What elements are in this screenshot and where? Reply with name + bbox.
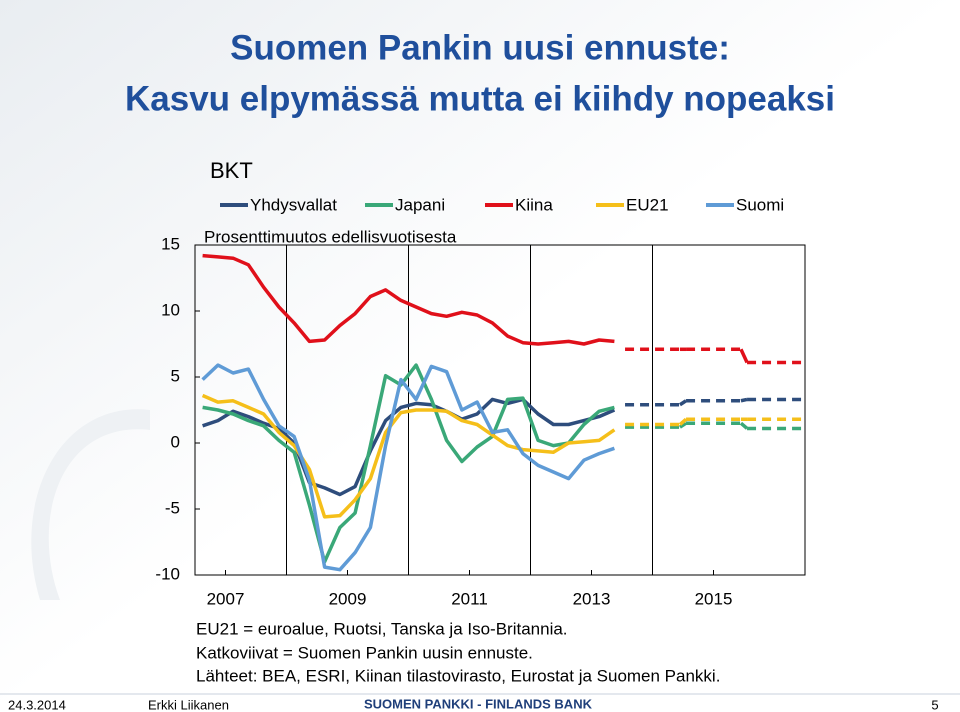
y-tick-label: -5 xyxy=(165,498,180,517)
y-tick-label: 15 xyxy=(161,234,180,253)
footer-organization: SUOMEN PANKKI - FINLANDS BANK xyxy=(364,696,593,711)
slide-title: Suomen Pankin uusi ennuste: xyxy=(230,28,730,67)
y-tick-label: 5 xyxy=(171,366,180,385)
y-tick-label: -10 xyxy=(155,564,180,583)
legend-label: Yhdysvallat xyxy=(250,195,337,214)
legend-label: EU21 xyxy=(626,195,669,214)
series-line xyxy=(201,393,616,519)
x-tick-label: 2015 xyxy=(695,589,733,608)
plot: -10 -5 0 5 10 15 2007 2009 2011 2013 2015 Yhdysvall… xyxy=(155,195,802,608)
legend-label: Japani xyxy=(395,195,445,214)
forecast-connector xyxy=(678,399,688,407)
slide-title: Kasvu elpymässä mutta ei kiihdy nopeaksi xyxy=(125,79,835,118)
footer-author: Erkki Liikanen xyxy=(148,697,229,712)
note: EU21 = euroalue, Ruotsi, Tanska ja Iso-B… xyxy=(196,619,568,638)
forecast-connector xyxy=(678,417,688,426)
legend-label: Kiina xyxy=(515,195,553,214)
x-tick-label: 2009 xyxy=(329,589,367,608)
forecast-connector xyxy=(739,421,749,430)
footer-date: 24.3.2014 xyxy=(8,697,66,712)
x-tick-label: 2007 xyxy=(207,589,245,608)
forecast-connector xyxy=(740,397,748,403)
note: Katkoviivat = Suomen Pankin uusin ennust… xyxy=(196,643,533,662)
series-line xyxy=(202,363,615,564)
axis-unit: Prosenttimuutos edellisvuotisesta xyxy=(204,227,457,246)
series-line xyxy=(202,253,615,346)
euro-watermark xyxy=(31,409,150,600)
y-tick-label: 0 xyxy=(171,432,180,451)
forecast-connector xyxy=(739,348,749,364)
legend-label: Suomi xyxy=(736,195,784,214)
plot-frame xyxy=(194,244,806,576)
note: Lähteet: BEA, ESRI, Kiinan tilastovirast… xyxy=(196,666,720,685)
series-line xyxy=(201,363,615,572)
x-tick-label: 2011 xyxy=(451,589,488,608)
y-tick-label: 10 xyxy=(161,300,180,319)
forecast-connector xyxy=(678,421,688,429)
chart-title: BKT xyxy=(210,158,253,183)
footer-page: 5 xyxy=(931,697,938,712)
x-tick-label: 2013 xyxy=(573,589,611,608)
